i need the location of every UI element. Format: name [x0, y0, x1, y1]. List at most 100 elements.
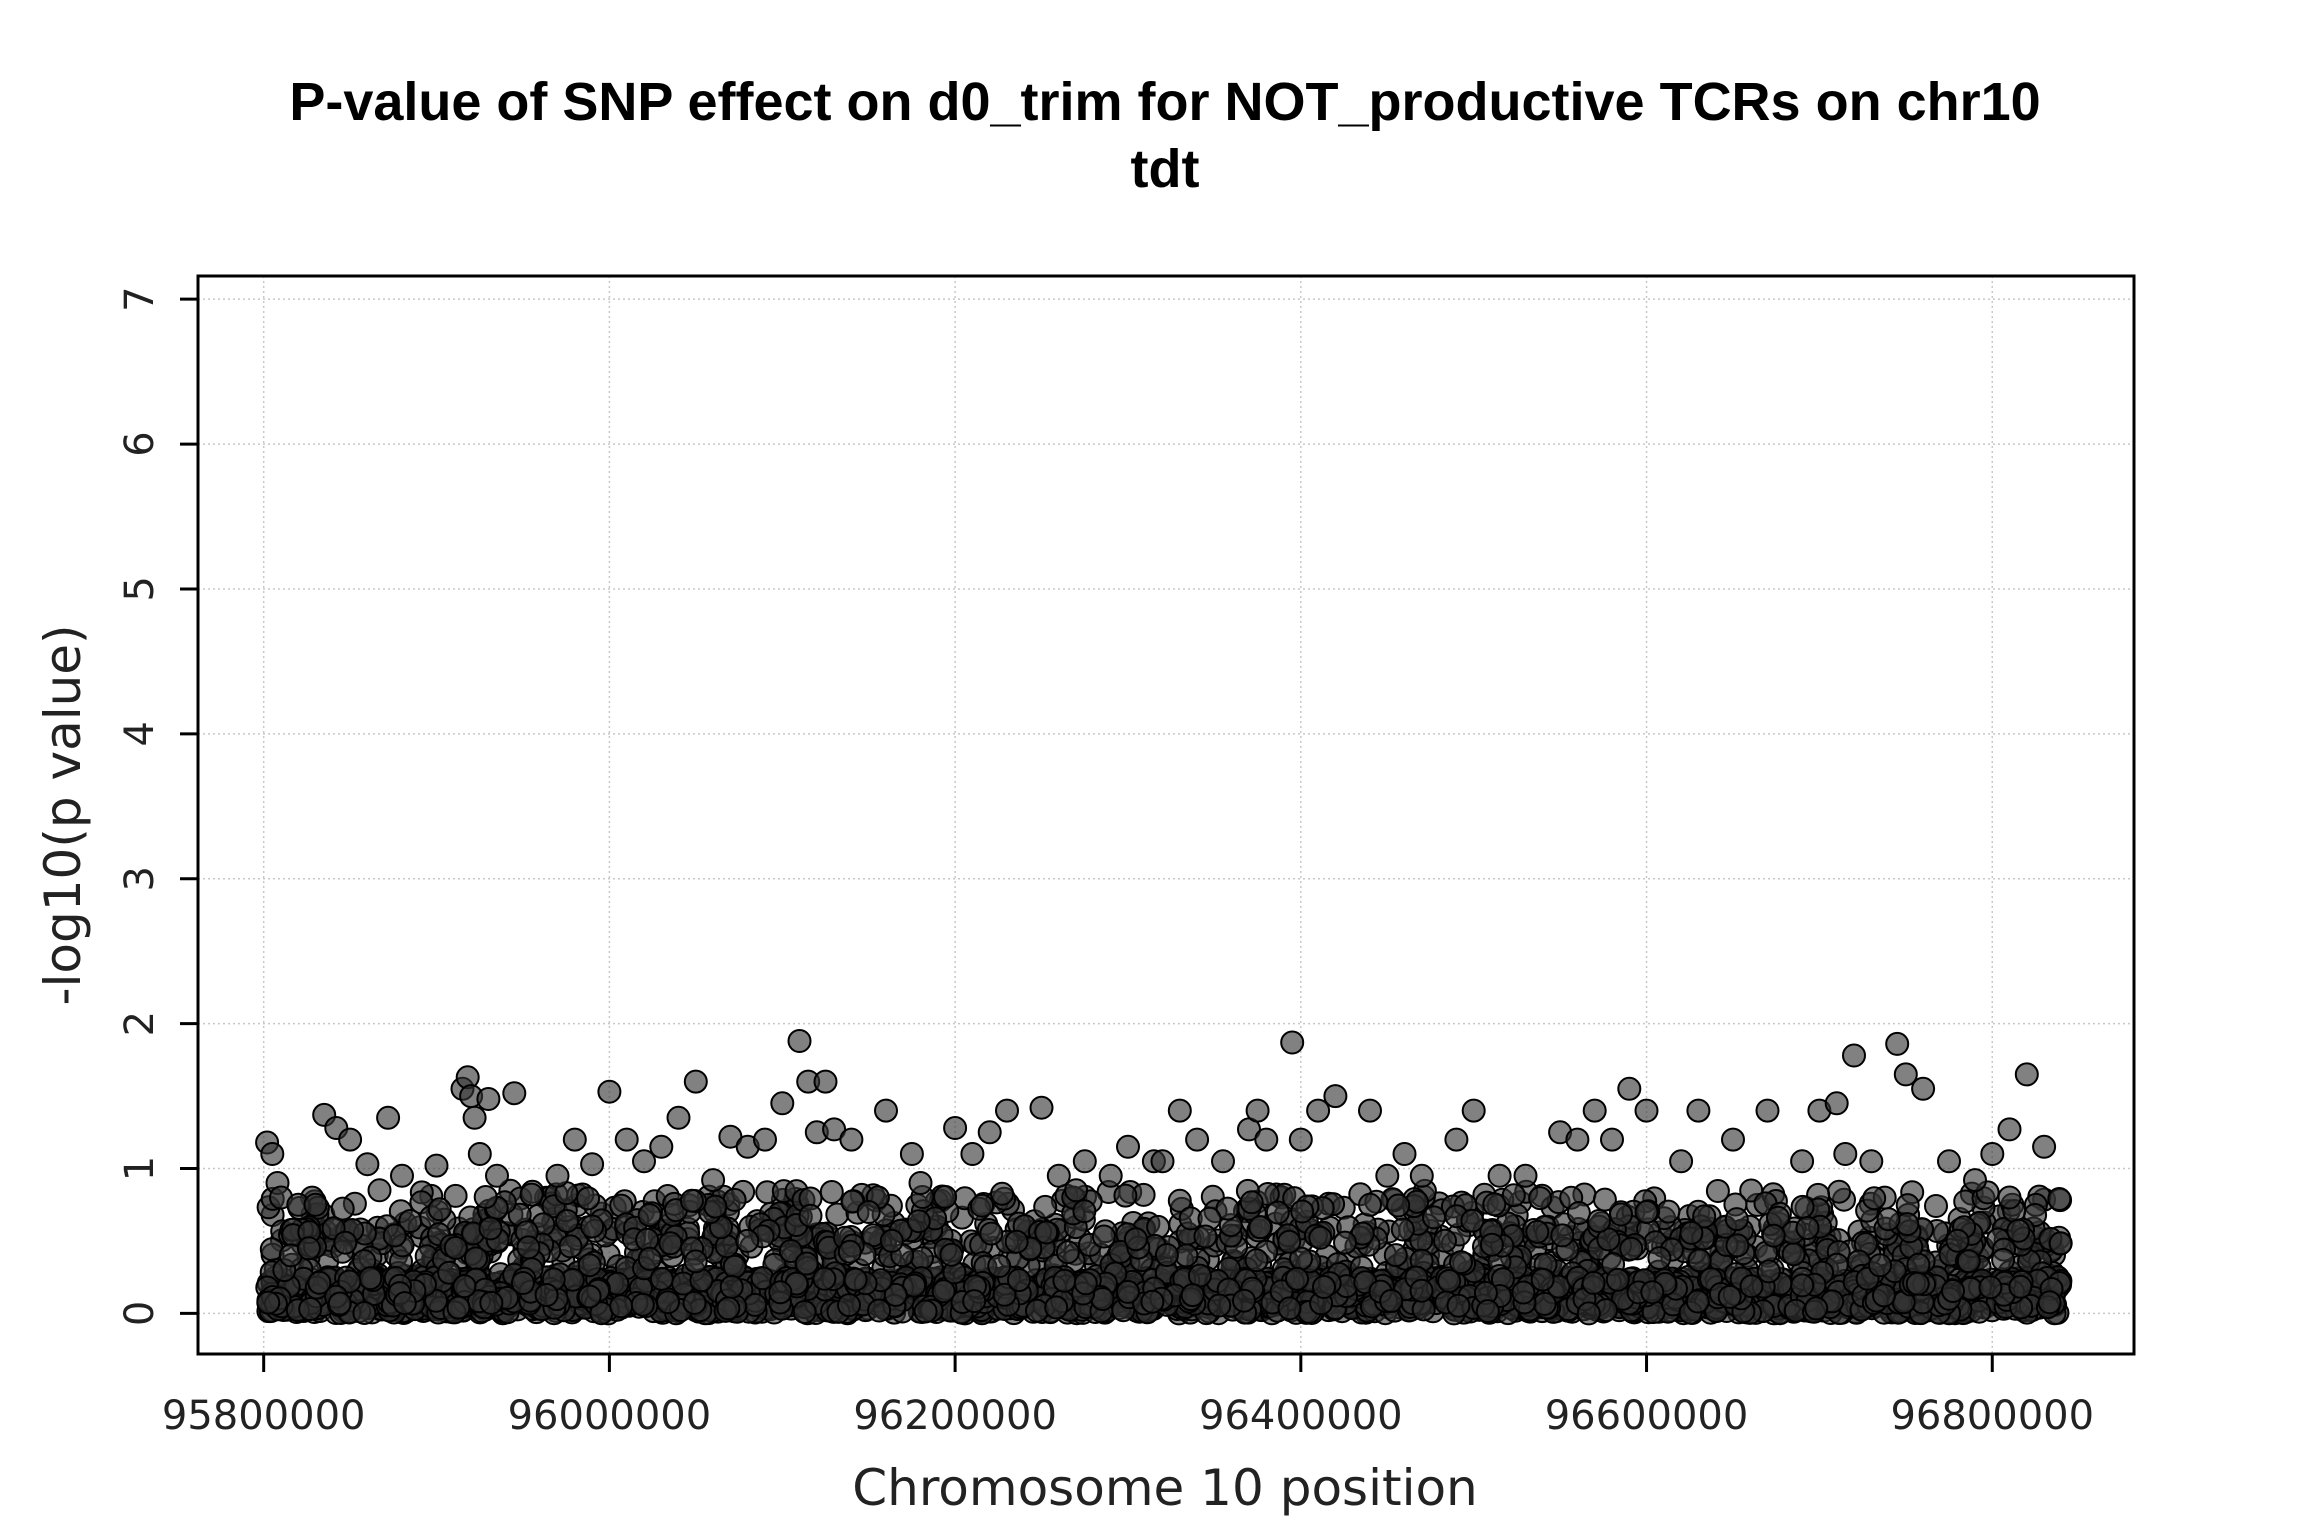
data-point [1885, 1031, 1910, 1056]
data-point [424, 1153, 449, 1178]
data-point [1154, 1243, 1179, 1267]
data-point [390, 1163, 414, 1188]
data-point [1449, 1250, 1473, 1275]
data-point [562, 1127, 587, 1152]
data-point [1827, 1179, 1852, 1204]
data-point [656, 1290, 680, 1315]
data-point [1150, 1149, 1175, 1174]
data-point [899, 1142, 924, 1166]
data-point [1756, 1259, 1781, 1284]
data-point [1091, 1224, 1116, 1249]
data-point [1375, 1163, 1400, 1188]
data-point [1044, 1295, 1069, 1320]
data-point [577, 1253, 602, 1278]
data-point [1207, 1293, 1232, 1318]
data-point [478, 1216, 503, 1241]
data-point [787, 1029, 812, 1053]
data-point [476, 1087, 501, 1111]
y-tick-label: 2 [117, 1011, 163, 1036]
data-point [614, 1127, 639, 1152]
data-point [719, 1274, 744, 1299]
data-point [1717, 1284, 1742, 1309]
data-point [1072, 1199, 1097, 1224]
data-point [1761, 1223, 1786, 1248]
data-point [1239, 1190, 1264, 1215]
data-point [1033, 1194, 1058, 1219]
data-point [1600, 1127, 1624, 1152]
data-point [446, 1295, 471, 1320]
data-point [337, 1269, 362, 1294]
data-point [1115, 1279, 1140, 1304]
data-point [1833, 1142, 1858, 1166]
data-point [1379, 1289, 1404, 1313]
data-point [555, 1209, 580, 1233]
data-point [1386, 1193, 1411, 1218]
data-point [1868, 1253, 1892, 1278]
data-point [1248, 1215, 1273, 1240]
data-point [960, 1142, 985, 1166]
data-point [879, 1228, 904, 1253]
data-point [1937, 1149, 1961, 1174]
data-point [1587, 1209, 1611, 1233]
data-point [812, 1266, 837, 1291]
data-point [1254, 1127, 1279, 1152]
data-point [1073, 1271, 1098, 1296]
data-point [1790, 1194, 1815, 1219]
data-point [1755, 1098, 1780, 1123]
data-point [580, 1152, 605, 1177]
data-point [979, 1221, 1004, 1246]
data-point [1790, 1273, 1815, 1298]
data-point [743, 1292, 768, 1317]
data-point [303, 1192, 328, 1217]
data-point [1686, 1098, 1711, 1123]
data-point [1193, 1224, 1218, 1249]
data-point [792, 1300, 817, 1324]
data-point [1911, 1076, 1936, 1101]
data-point [519, 1182, 544, 1207]
data-point [1113, 1183, 1138, 1208]
data-point [479, 1290, 504, 1315]
data-point [839, 1127, 864, 1152]
data-point [1167, 1188, 1192, 1213]
y-tick-label: 6 [117, 431, 163, 456]
data-point [778, 1239, 803, 1263]
data-point [1306, 1098, 1331, 1123]
data-point [256, 1290, 281, 1315]
data-point [510, 1271, 535, 1295]
data-point [837, 1293, 861, 1318]
data-point [1244, 1248, 1269, 1273]
data-point [1997, 1185, 2022, 1210]
data-point [1978, 1275, 2003, 1300]
data-point [1576, 1301, 1601, 1326]
data-point [1460, 1208, 1485, 1233]
data-point [1739, 1274, 1764, 1299]
x-axis-ticks: 95800000 96000000 96200000 96400000 96600000… [162, 1354, 2094, 1439]
data-point [1997, 1117, 2022, 1142]
data-point [1721, 1127, 1745, 1152]
data-point [1475, 1299, 1500, 1324]
data-point [1277, 1296, 1302, 1321]
data-point [1619, 1236, 1644, 1261]
data-point [1277, 1229, 1302, 1254]
data-point [473, 1185, 498, 1209]
data-point [913, 1299, 938, 1324]
data-point [1422, 1205, 1446, 1230]
data-point [382, 1223, 407, 1248]
data-point [1285, 1266, 1309, 1291]
data-point [1513, 1163, 1538, 1188]
data-point [1007, 1268, 1031, 1293]
data-point [1487, 1163, 1512, 1188]
data-point [992, 1282, 1017, 1307]
y-tick-label: 5 [117, 576, 163, 601]
data-point [1991, 1247, 2016, 1272]
data-point [1409, 1163, 1434, 1188]
plot-frame [196, 274, 2136, 1356]
data-point [794, 1251, 819, 1276]
data-point [630, 1292, 655, 1317]
data-point [1795, 1216, 1820, 1240]
data-point [1211, 1149, 1235, 1174]
data-point [437, 1260, 462, 1285]
data-point [874, 1098, 898, 1123]
data-point [1383, 1243, 1408, 1268]
